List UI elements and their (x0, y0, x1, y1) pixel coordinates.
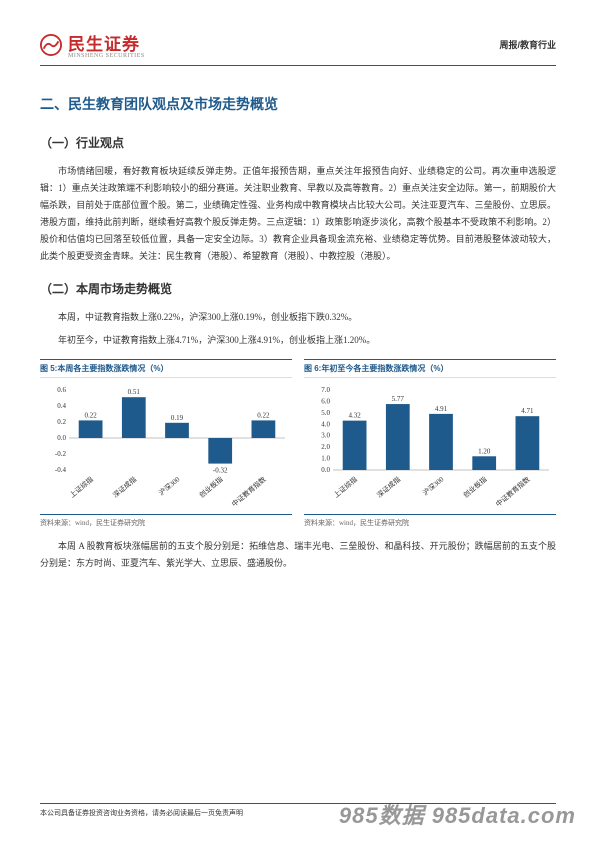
svg-text:中证教育指数: 中证教育指数 (494, 474, 532, 508)
svg-text:-0.4: -0.4 (55, 466, 67, 474)
svg-text:0.6: 0.6 (57, 386, 66, 394)
svg-text:0.51: 0.51 (128, 388, 141, 396)
svg-text:0.0: 0.0 (57, 434, 66, 442)
svg-text:1.20: 1.20 (478, 447, 491, 455)
header-right: 周报/教育行业 (499, 38, 556, 51)
svg-text:5.0: 5.0 (321, 409, 330, 417)
svg-text:0.22: 0.22 (84, 411, 97, 419)
svg-text:创业板指: 创业板指 (461, 474, 488, 499)
page-header: 民生证券 MINSHENG SECURITIES 周报/教育行业 (40, 30, 556, 66)
chart5-block: 图 5:本周各主要指数涨跌情况（%） -0.4 -0.2 0.0 0.2 0.4 0.6 0… (40, 359, 292, 528)
svg-text:0.2: 0.2 (57, 418, 66, 426)
svg-text:3.0: 3.0 (321, 431, 330, 439)
section-title: 二、民生教育团队观点及市场走势概览 (40, 94, 556, 114)
logo-icon (40, 34, 62, 56)
svg-text:0.19: 0.19 (171, 414, 184, 422)
chart5-svg: -0.4 -0.2 0.0 0.2 0.4 0.6 0.22 上证综指 0.51 深证成指 0.19… (40, 382, 292, 512)
logo: 民生证券 MINSHENG SECURITIES (40, 30, 145, 59)
chart6-svg: 0.0 1.0 2.0 3.0 4.0 5.0 6.0 7.0 4.32 上证综指 5.77 深证成指… (304, 382, 556, 512)
svg-text:上证综指: 上证综指 (68, 474, 95, 499)
chart5-title: 图 5:本周各主要指数涨跌情况（%） (40, 359, 292, 378)
svg-text:5.77: 5.77 (392, 395, 405, 403)
watermark: 985数据 985data.com (339, 798, 576, 830)
charts-row: 图 5:本周各主要指数涨跌情况（%） -0.4 -0.2 0.0 0.2 0.4 0.6 0… (40, 359, 556, 528)
chart5-source: 资料来源：wind，民生证券研究院 (40, 514, 292, 528)
svg-text:2.0: 2.0 (321, 443, 330, 451)
sub2-body2: 年初至今，中证教育指数上涨4.71%，沪深300上涨4.91%，创业板指上涨1.… (40, 332, 556, 349)
svg-text:创业板指: 创业板指 (197, 474, 224, 499)
sub2-body1: 本周，中证教育指数上涨0.22%，沪深300上涨0.19%，创业板指下跌0.32… (40, 309, 556, 326)
sub1-body: 市场情绪回暖，看好教育板块延续反弹走势。正值年报预告期，重点关注年报预告向好、业… (40, 163, 556, 266)
logo-en: MINSHENG SECURITIES (68, 53, 145, 59)
footer-text: 本公司具备证券投资咨询业务资格，请务必阅读最后一页免责声明 (40, 809, 243, 817)
chart6-title: 图 6:年初至今各主要指数涨跌情况（%） (304, 359, 556, 378)
chart6-block: 图 6:年初至今各主要指数涨跌情况（%） 0.0 1.0 2.0 3.0 4.0 5.0 6… (304, 359, 556, 528)
svg-text:上证综指: 上证综指 (332, 474, 359, 499)
svg-text:深证成指: 深证成指 (375, 474, 402, 499)
svg-text:1.0: 1.0 (321, 454, 330, 462)
post-chart-body: 本周 A 股教育板块涨幅居前的五支个股分别是：拓维信息、瑞丰光电、三垒股份、和晶… (40, 538, 556, 572)
sub2-title: （二）本周市场走势概览 (40, 280, 556, 297)
svg-text:沪深300: 沪深300 (157, 474, 182, 497)
svg-text:4.32: 4.32 (348, 411, 361, 419)
sub1-title: （一）行业观点 (40, 134, 556, 151)
svg-text:中证教育指数: 中证教育指数 (230, 474, 268, 508)
svg-text:深证成指: 深证成指 (111, 474, 138, 499)
svg-text:0.22: 0.22 (257, 411, 270, 419)
svg-text:-0.32: -0.32 (213, 466, 228, 474)
svg-text:0.0: 0.0 (321, 466, 330, 474)
svg-text:4.71: 4.71 (521, 407, 534, 415)
page: 民生证券 MINSHENG SECURITIES 周报/教育行业 二、民生教育团… (0, 0, 596, 842)
logo-cn: 民生证券 (68, 35, 140, 54)
svg-text:4.91: 4.91 (435, 405, 448, 413)
logo-text: 民生证券 MINSHENG SECURITIES (68, 30, 145, 59)
chart6-source: 资料来源：wind，民生证券研究院 (304, 514, 556, 528)
svg-text:0.4: 0.4 (57, 402, 66, 410)
svg-text:-0.2: -0.2 (55, 450, 67, 458)
svg-text:4.0: 4.0 (321, 420, 330, 428)
svg-text:7.0: 7.0 (321, 386, 330, 394)
svg-text:6.0: 6.0 (321, 397, 330, 405)
svg-text:沪深300: 沪深300 (421, 474, 446, 497)
